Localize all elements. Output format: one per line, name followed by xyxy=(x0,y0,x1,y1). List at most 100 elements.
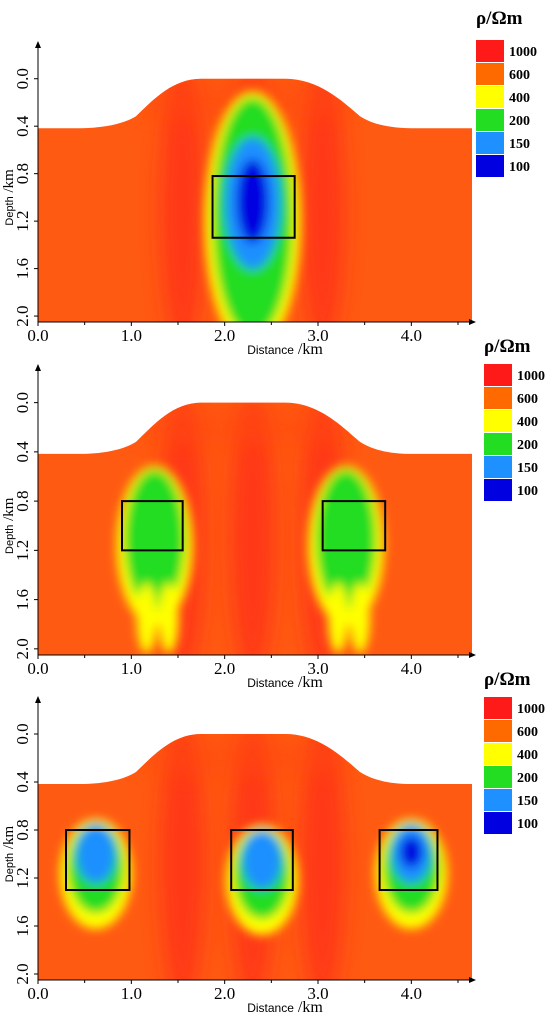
y-tick-label: 1.6 xyxy=(13,589,32,610)
legend-label-150: 150 xyxy=(517,794,538,809)
y-tick-label: 0.8 xyxy=(13,163,32,184)
x-tick-label: 2.0 xyxy=(214,659,235,678)
y-tick-label: 1.6 xyxy=(13,258,32,279)
anomaly-shell-200 xyxy=(316,469,376,610)
legend-swatch-150 xyxy=(476,132,504,154)
legend-swatch-200 xyxy=(484,433,512,455)
legend: ρ/Ωm 1000 600 400 200 150 100 xyxy=(484,669,545,834)
y-axis-title: Depth /km xyxy=(1,497,17,554)
resistivity-field xyxy=(38,402,472,655)
legend-swatch-400 xyxy=(484,410,512,432)
legend-title: ρ/Ωm xyxy=(484,669,531,690)
legend-swatch-600 xyxy=(484,720,512,742)
legend-label-1000: 1000 xyxy=(509,45,537,60)
legend-label-1000: 1000 xyxy=(517,369,545,384)
axes: 0.0 1.0 2.0 3.0 4.0 0.0 0.4 0.8 1.2 1.6 2.0 Distanc… xyxy=(1,364,476,691)
x-axis-arrow xyxy=(469,652,476,658)
legend-swatch-600 xyxy=(476,63,504,85)
legend-swatch-1000 xyxy=(476,40,504,62)
model-box-2 xyxy=(321,500,387,552)
near-surface-layer xyxy=(133,409,354,446)
x-tick-label: 2.0 xyxy=(214,326,235,345)
model-box-2 xyxy=(230,829,294,891)
x-tick-label: 3.0 xyxy=(307,984,328,1003)
y-tick-label: 0.4 xyxy=(13,441,32,463)
anomaly-root xyxy=(350,583,370,654)
y-axis-title: Depth /km xyxy=(1,169,17,226)
x-tick-label: 2.0 xyxy=(214,984,235,1003)
legend-swatch-100 xyxy=(484,479,512,501)
x-tick-label: 4.0 xyxy=(401,984,422,1003)
y-tick-label: 1.2 xyxy=(13,211,32,232)
legend-label-100: 100 xyxy=(517,817,538,832)
y-tick-label: 2.0 xyxy=(13,305,32,326)
x-axis-title: Distance /km xyxy=(247,674,323,691)
legend-swatch-100 xyxy=(476,155,504,177)
near-surface-layer xyxy=(133,740,354,776)
high-resistivity-streak xyxy=(300,78,345,322)
anomaly-root xyxy=(158,583,179,654)
legend-label-150: 150 xyxy=(517,461,538,476)
legend: ρ/Ωm 1000 600 400 200 150 100 xyxy=(484,336,545,501)
legend-label-200: 200 xyxy=(517,438,538,453)
chart-panel-2: 0.0 1.0 2.0 3.0 4.0 0.0 0.4 0.8 1.2 1.6 2.0 Distanc… xyxy=(1,336,545,691)
x-axis-title: Distance /km xyxy=(247,999,323,1016)
x-tick-label: 1.0 xyxy=(121,326,142,345)
anomaly-2 xyxy=(308,465,384,654)
legend-swatch-200 xyxy=(484,766,512,788)
y-tick-label: 0.8 xyxy=(13,819,32,840)
x-tick-label: 3.0 xyxy=(307,659,328,678)
legend-label-1000: 1000 xyxy=(517,702,545,717)
legend-swatch-100 xyxy=(484,812,512,834)
y-tick-label: 0.4 xyxy=(13,115,32,137)
high-resistivity-streak xyxy=(160,78,205,322)
anomaly-1 xyxy=(59,819,132,929)
chart-panel-3: 0.0 1.0 2.0 3.0 4.0 0.0 0.4 0.8 1.2 1.6 2.0 Distanc… xyxy=(1,669,545,1016)
anomaly-root xyxy=(328,583,348,654)
resistivity-field xyxy=(38,78,472,322)
anomaly-shell-150 xyxy=(76,824,116,884)
legend-swatch-150 xyxy=(484,456,512,478)
high-resistivity-streak xyxy=(300,734,345,980)
legend-swatch-150 xyxy=(484,789,512,811)
model-box-1 xyxy=(65,829,131,891)
x-axis-arrow xyxy=(469,319,476,325)
high-resistivity-streak xyxy=(160,734,205,980)
legend-label-400: 400 xyxy=(517,748,538,763)
y-tick-label: 2.0 xyxy=(13,638,32,659)
y-tick-label: 0.0 xyxy=(13,723,32,744)
x-tick-label: 0.0 xyxy=(27,984,48,1003)
legend-swatch-1000 xyxy=(484,697,512,719)
x-tick-label: 1.0 xyxy=(121,659,142,678)
legend-label-400: 400 xyxy=(517,415,538,430)
y-tick-label: 1.2 xyxy=(13,540,32,561)
resistivity-field xyxy=(38,734,472,980)
y-axis-title: Depth /km xyxy=(1,825,17,882)
x-tick-label: 0.0 xyxy=(27,326,48,345)
anomaly-root xyxy=(136,583,157,654)
anomaly-core-100 xyxy=(400,836,423,868)
high-resistivity-streak xyxy=(230,402,275,655)
x-axis-title: Distance /km xyxy=(247,341,323,358)
x-axis-arrow xyxy=(469,977,476,983)
anomaly-core-100 xyxy=(236,159,269,244)
legend-swatch-200 xyxy=(476,109,504,131)
model-box-1 xyxy=(121,500,184,552)
axes: 0.0 1.0 2.0 3.0 4.0 0.0 0.4 0.8 1.2 1.6 2.0 Distanc… xyxy=(1,696,476,1016)
legend-label-400: 400 xyxy=(509,91,530,106)
legend-label-200: 200 xyxy=(517,771,538,786)
x-tick-label: 4.0 xyxy=(401,326,422,345)
x-tick-label: 1.0 xyxy=(121,984,142,1003)
legend-title: ρ/Ωm xyxy=(484,336,531,357)
y-tick-label: 0.0 xyxy=(13,68,32,89)
anomaly-1 xyxy=(204,91,301,322)
x-tick-label: 3.0 xyxy=(307,326,328,345)
legend-label-100: 100 xyxy=(517,484,538,499)
y-tick-label: 0.0 xyxy=(13,392,32,413)
y-tick-label: 1.2 xyxy=(13,867,32,888)
legend-swatch-600 xyxy=(484,387,512,409)
y-axis-arrow xyxy=(35,364,41,371)
anomaly-2 xyxy=(226,825,298,935)
anomaly-shell-150 xyxy=(242,830,282,890)
chart-panel-1: 0.0 1.0 2.0 3.0 4.0 0.0 0.4 0.8 1.2 1.6 2.0 Distanc… xyxy=(1,8,537,358)
